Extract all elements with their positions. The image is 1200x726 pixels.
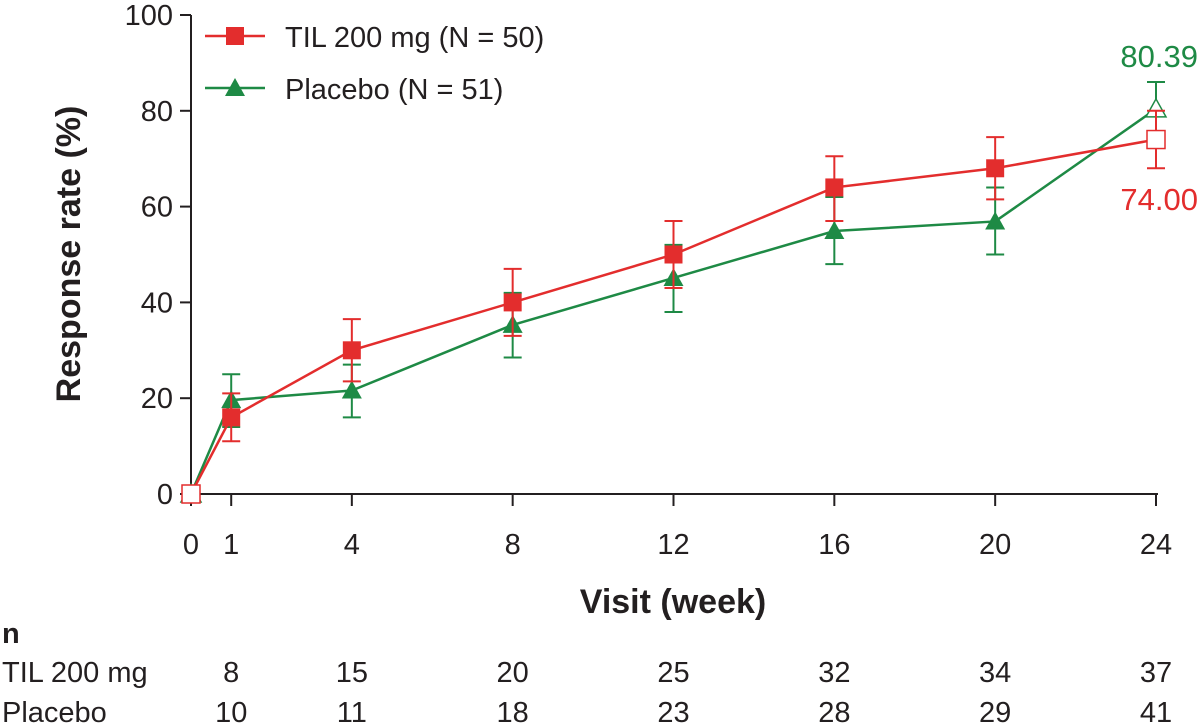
- legend: TIL 200 mg (N = 50) Placebo (N = 51): [205, 22, 544, 106]
- til-end-label: 74.00: [1120, 182, 1198, 217]
- x-tick-label: 4: [344, 529, 360, 561]
- risk-value-til: 34: [979, 657, 1011, 689]
- risk-value-placebo: 18: [497, 697, 529, 726]
- data-point-placebo: [341, 380, 362, 399]
- legend-triangle-marker: [225, 78, 245, 96]
- data-point-placebo: [824, 221, 845, 240]
- y-tick-label: 80: [141, 96, 173, 128]
- x-tick-label: 8: [505, 529, 521, 561]
- y-axis-ticks: 0 20 40 60 80 100: [125, 0, 191, 511]
- risk-value-placebo: 10: [215, 697, 247, 726]
- legend-label-til: TIL 200 mg (N = 50): [285, 22, 544, 54]
- x-axis-ticks: 0 1 4 8 12 16 20 24: [183, 494, 1172, 561]
- x-tick-label: 0: [183, 529, 199, 561]
- y-axis-title: Response rate (%): [50, 106, 88, 403]
- risk-value-til: 25: [657, 657, 689, 689]
- y-tick-label: 100: [125, 0, 173, 32]
- risk-value-placebo: 23: [657, 697, 689, 726]
- risk-table: n TIL 200 mg Placebo 8 15 20 25 32 34 37 10 11 18…: [2, 618, 1172, 726]
- series-line-placebo: [189, 107, 1157, 495]
- risk-value-placebo: 11: [337, 697, 367, 726]
- series-layer: [179, 81, 1168, 504]
- data-point-til: [1146, 129, 1166, 150]
- risk-table-header: n: [2, 618, 20, 650]
- series-til: [181, 109, 1166, 504]
- risk-value-placebo: 29: [979, 697, 1011, 726]
- series-placebo: [179, 81, 1168, 503]
- data-point-til: [181, 484, 201, 504]
- data-point-til: [825, 178, 844, 197]
- y-tick-label: 0: [157, 479, 173, 511]
- risk-value-til: 20: [497, 657, 529, 689]
- x-tick-label: 16: [818, 529, 850, 561]
- data-point-til: [222, 408, 241, 427]
- risk-table-values: 8 15 20 25 32 34 37 10 11 18 23 28 29 41: [215, 657, 1172, 726]
- data-point-placebo: [985, 211, 1006, 230]
- data-point-til: [986, 159, 1005, 178]
- y-tick-label: 60: [141, 192, 173, 224]
- risk-value-placebo: 41: [1140, 697, 1172, 726]
- x-tick-label: 1: [223, 529, 239, 561]
- risk-value-til: 8: [223, 657, 239, 689]
- data-point-til: [664, 245, 683, 264]
- y-tick-label: 20: [141, 383, 173, 415]
- risk-value-til: 32: [818, 657, 850, 689]
- legend-item-placebo: Placebo (N = 51): [205, 74, 503, 106]
- data-point-til: [342, 341, 361, 360]
- data-point-til: [503, 293, 522, 312]
- x-axis-title: Visit (week): [580, 583, 766, 621]
- legend-item-til: TIL 200 mg (N = 50): [205, 22, 544, 54]
- legend-label-placebo: Placebo (N = 51): [285, 74, 503, 106]
- risk-value-til: 37: [1140, 657, 1172, 689]
- risk-value-placebo: 28: [818, 697, 850, 726]
- series-line-til: [189, 138, 1157, 495]
- risk-row-label-til: TIL 200 mg: [2, 657, 148, 689]
- y-tick-label: 40: [141, 287, 173, 319]
- risk-row-label-placebo: Placebo: [2, 697, 107, 726]
- placebo-end-label: 80.39: [1120, 39, 1198, 74]
- x-tick-label: 12: [657, 529, 689, 561]
- x-tick-label: 20: [979, 529, 1011, 561]
- risk-value-til: 15: [336, 657, 368, 689]
- x-tick-label: 24: [1140, 529, 1172, 561]
- legend-square-marker: [226, 27, 244, 45]
